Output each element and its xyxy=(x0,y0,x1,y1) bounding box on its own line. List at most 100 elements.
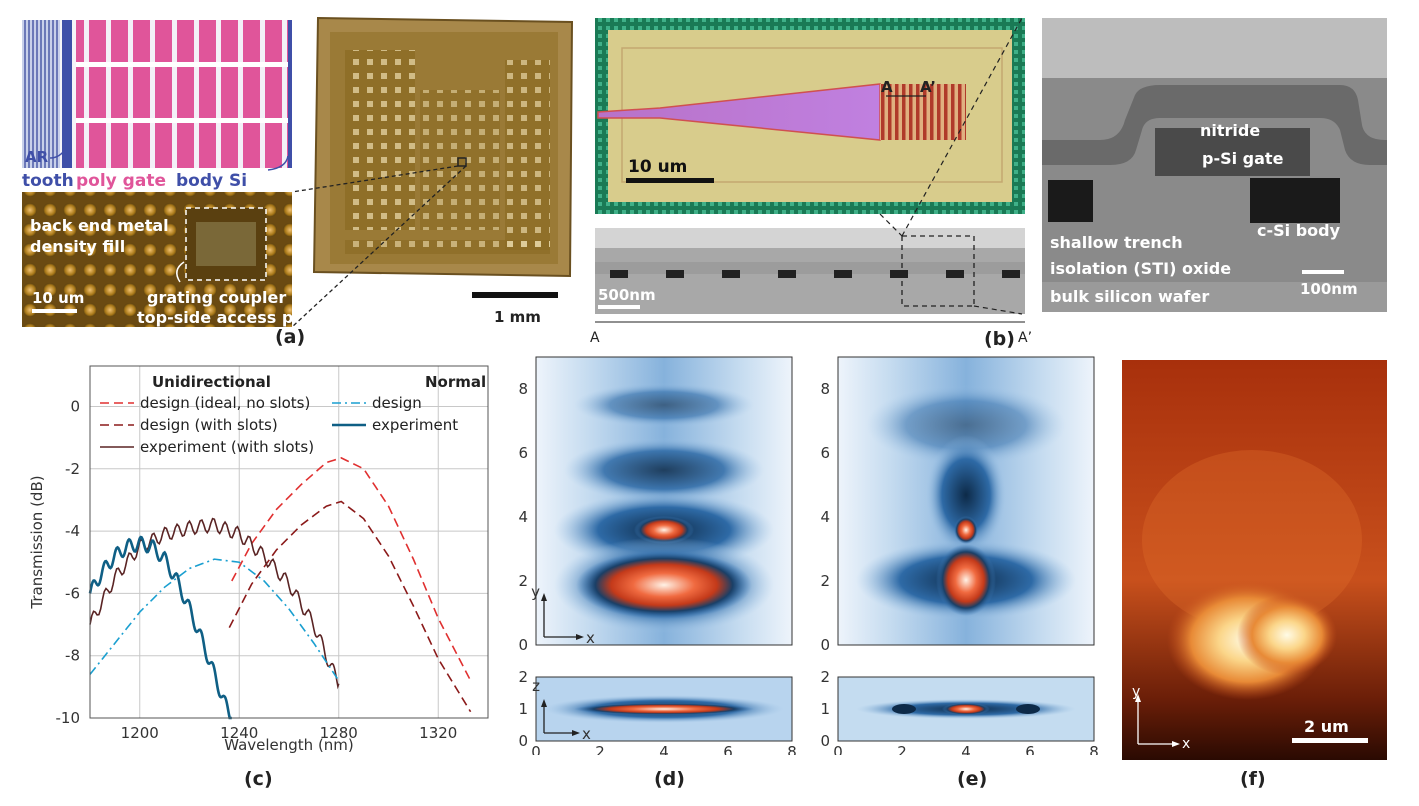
tem-wafer-label: bulk silicon wafer xyxy=(1050,287,1209,306)
heatmap-tick-label: 2 xyxy=(595,743,605,755)
panel-d: y x z x 0 2 4 6 8 0 1 2 0 2 4 6 8 xyxy=(518,356,797,755)
c-legend-label: design (with slots) xyxy=(140,416,278,434)
c-ytick-label: 0 xyxy=(70,397,80,415)
tem-sti-label-1: shallow trench xyxy=(1050,233,1183,252)
heatmap-tick-label: 4 xyxy=(820,508,830,526)
f-scalebar xyxy=(1292,738,1368,743)
bottom-a-label: A xyxy=(590,330,600,345)
poly-gate-label: poly gate xyxy=(76,171,166,191)
tem-scalebar xyxy=(1302,270,1344,274)
ar-label: AR xyxy=(25,148,49,166)
c-ytick-label: -4 xyxy=(65,522,80,540)
c-series-line xyxy=(228,500,472,713)
heatmap-tick-label: 1 xyxy=(820,700,830,718)
sem-scalebar xyxy=(598,305,640,309)
c-xtick-label: 1280 xyxy=(320,724,358,742)
density-label: density fill xyxy=(30,237,125,256)
panel-d-label: (d) xyxy=(654,768,685,790)
c-legend: Unidirectional Normal design (ideal, no … xyxy=(100,373,486,456)
micro-scalebar xyxy=(32,309,77,313)
c-xtick-label: 1240 xyxy=(220,724,258,742)
c-xtick-label: 1200 xyxy=(121,724,159,742)
panel-b: A A’ 10 um 500nm A A’ nitride p-Si gate … xyxy=(590,17,1387,345)
panel-e-label: (e) xyxy=(957,768,988,790)
sem-scale-label: 500nm xyxy=(598,286,656,304)
grating-label-1: grating coupler xyxy=(147,288,286,307)
heatmap-tick-label: 6 xyxy=(1025,743,1035,755)
c-legend-label: experiment xyxy=(372,416,458,434)
panel-f: y x 2 um xyxy=(1122,360,1387,760)
panel-a: AR tooth poly gate body Si back end meta… xyxy=(22,16,574,328)
c-ytick-label: -8 xyxy=(65,647,80,665)
c-ytick-label: -2 xyxy=(65,460,80,478)
heatmap-tick-label: 2 xyxy=(820,572,830,590)
optical-scale-label: 10 um xyxy=(628,157,687,177)
tem-scale-label: 100nm xyxy=(1300,280,1358,298)
panel-a-label: (a) xyxy=(275,326,306,348)
f-axis-x: x xyxy=(1182,736,1190,752)
heatmap-tick-label: 4 xyxy=(659,743,669,755)
heatmap-tick-label: 0 xyxy=(531,743,541,755)
d-axis-z: z xyxy=(532,677,540,695)
c-legend-label: experiment (with slots) xyxy=(140,438,314,456)
f-scale-label: 2 um xyxy=(1304,717,1349,736)
heatmap-tick-label: 4 xyxy=(518,508,528,526)
body-si-label: body Si xyxy=(176,171,247,191)
d-axis-x: x xyxy=(586,629,595,647)
heatmap-tick-label: 0 xyxy=(833,743,843,755)
e-ticks: 0 2 4 6 8 0 1 2 0 2 4 6 8 xyxy=(820,380,1098,755)
heatmap-tick-label: 4 xyxy=(961,743,971,755)
c-series-line xyxy=(89,517,340,690)
c-series-line xyxy=(231,457,472,681)
heatmap-tick-label: 0 xyxy=(820,732,830,750)
bottom-a-prime-label: A’ xyxy=(1018,330,1032,345)
d-axis-x2: x xyxy=(582,725,591,743)
heatmap-tick-label: 8 xyxy=(820,380,830,398)
c-ytick-label: -6 xyxy=(65,584,80,602)
c-legend-label: design (ideal, no slots) xyxy=(140,394,310,412)
c-xlabel: Wavelength (nm) xyxy=(224,736,354,754)
heatmap-tick-label: 6 xyxy=(820,444,830,462)
panel-f-label: (f) xyxy=(1240,768,1266,790)
d-ticks: 0 2 4 6 8 0 1 2 0 2 4 6 8 xyxy=(518,380,796,755)
c-xtick-label: 1320 xyxy=(419,724,457,742)
c-series-line xyxy=(89,558,340,682)
f-axis-y: y xyxy=(1132,684,1140,700)
die-scale-label: 1 mm xyxy=(494,308,541,326)
panel-c-label: (c) xyxy=(244,768,273,790)
tem-body-label: c-Si body xyxy=(1257,221,1341,240)
c-series xyxy=(88,457,472,720)
heatmap-tick-label: 6 xyxy=(723,743,733,755)
heatmap-tick-label: 8 xyxy=(1089,743,1099,755)
tem-nitride-label: nitride xyxy=(1200,121,1260,140)
c-ylabel: Transmission (dB) xyxy=(28,475,46,609)
c-ticks: 1200 1240 1280 1320 0 -2 -4 -6 -8 -10 xyxy=(56,397,458,742)
d-axis-y: y xyxy=(531,583,540,601)
heatmap-tick-label: 6 xyxy=(518,444,528,462)
heatmap-tick-label: 0 xyxy=(518,732,528,750)
tooth-label: tooth xyxy=(22,171,74,191)
sem-bodies xyxy=(610,270,1020,278)
layout-view: AR tooth poly gate body Si xyxy=(22,20,292,191)
grating-label-2: top-side access port xyxy=(137,308,320,327)
heatmap-tick-label: 2 xyxy=(820,668,830,686)
micrograph-view: back end metal density fill 10 um gratin… xyxy=(22,192,320,327)
heatmap-tick-label: 0 xyxy=(820,636,830,654)
panel-b-label: (b) xyxy=(984,328,1015,350)
micro-scale-label: 10 um xyxy=(32,289,84,307)
c-series-line xyxy=(88,535,232,720)
heatmap-tick-label: 8 xyxy=(787,743,797,755)
heatmap-tick-label: 2 xyxy=(518,572,528,590)
chart-c: 1200 1240 1280 1320 0 -2 -4 -6 -8 -10 Wavelength … xyxy=(28,365,489,754)
die-scalebar xyxy=(472,292,558,298)
c-ytick-label: -10 xyxy=(56,709,81,727)
heatmap-tick-label: 8 xyxy=(518,380,528,398)
c-legend-label: design xyxy=(372,394,422,412)
optical-scalebar xyxy=(626,178,714,183)
back-end-label: back end metal xyxy=(30,216,169,235)
legend-header-uni: Unidirectional xyxy=(152,373,271,391)
heatmap-tick-label: 0 xyxy=(518,636,528,654)
legend-header-normal: Normal xyxy=(425,373,486,391)
heatmap-tick-label: 1 xyxy=(518,700,528,718)
tem-sti-label-2: isolation (STI) oxide xyxy=(1050,259,1231,278)
